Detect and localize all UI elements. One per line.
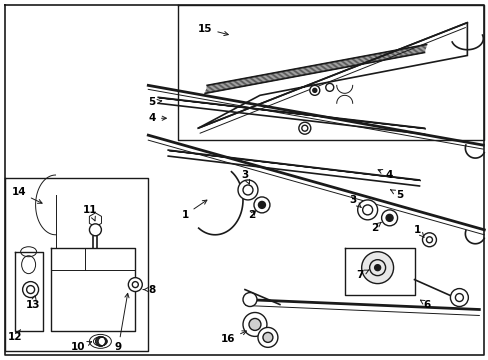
Text: 15: 15 [198,24,228,36]
Circle shape [325,84,333,91]
Text: 1: 1 [413,225,423,237]
Circle shape [263,332,272,342]
Circle shape [258,201,265,208]
Text: 11: 11 [83,205,98,221]
Text: 13: 13 [25,296,40,310]
Text: 3: 3 [348,195,361,207]
Circle shape [301,125,307,131]
Text: 14: 14 [11,187,42,203]
Text: 10: 10 [71,342,91,352]
Text: 4: 4 [377,170,392,180]
Circle shape [381,210,397,226]
Circle shape [258,328,277,347]
Text: 4: 4 [148,113,166,123]
Circle shape [386,214,392,221]
Circle shape [357,200,377,220]
Circle shape [309,85,319,95]
Text: 2: 2 [248,210,255,220]
Text: 3: 3 [241,170,249,184]
Circle shape [26,285,35,293]
Circle shape [361,252,393,284]
Circle shape [312,88,316,92]
Circle shape [132,282,138,288]
Circle shape [128,278,142,292]
Circle shape [362,205,372,215]
Text: 5: 5 [390,190,403,200]
Circle shape [243,185,252,195]
Polygon shape [89,213,102,227]
Circle shape [243,293,256,306]
Text: 8: 8 [143,284,156,294]
Circle shape [426,237,431,243]
Circle shape [22,282,39,298]
Text: 12: 12 [7,330,22,342]
Circle shape [89,224,101,236]
Circle shape [253,197,269,213]
Text: 16: 16 [221,331,246,345]
Circle shape [243,312,266,336]
Circle shape [374,265,380,271]
Ellipse shape [20,247,37,257]
Circle shape [422,233,436,247]
Text: 9: 9 [115,293,129,352]
Circle shape [298,122,310,134]
Circle shape [454,293,463,302]
Text: 6: 6 [420,300,430,310]
Text: 7: 7 [355,270,368,280]
Text: 2: 2 [370,222,380,233]
Circle shape [248,319,261,330]
Circle shape [449,289,468,306]
Text: 1: 1 [181,200,206,220]
Circle shape [238,180,258,200]
Text: 5: 5 [148,97,162,107]
